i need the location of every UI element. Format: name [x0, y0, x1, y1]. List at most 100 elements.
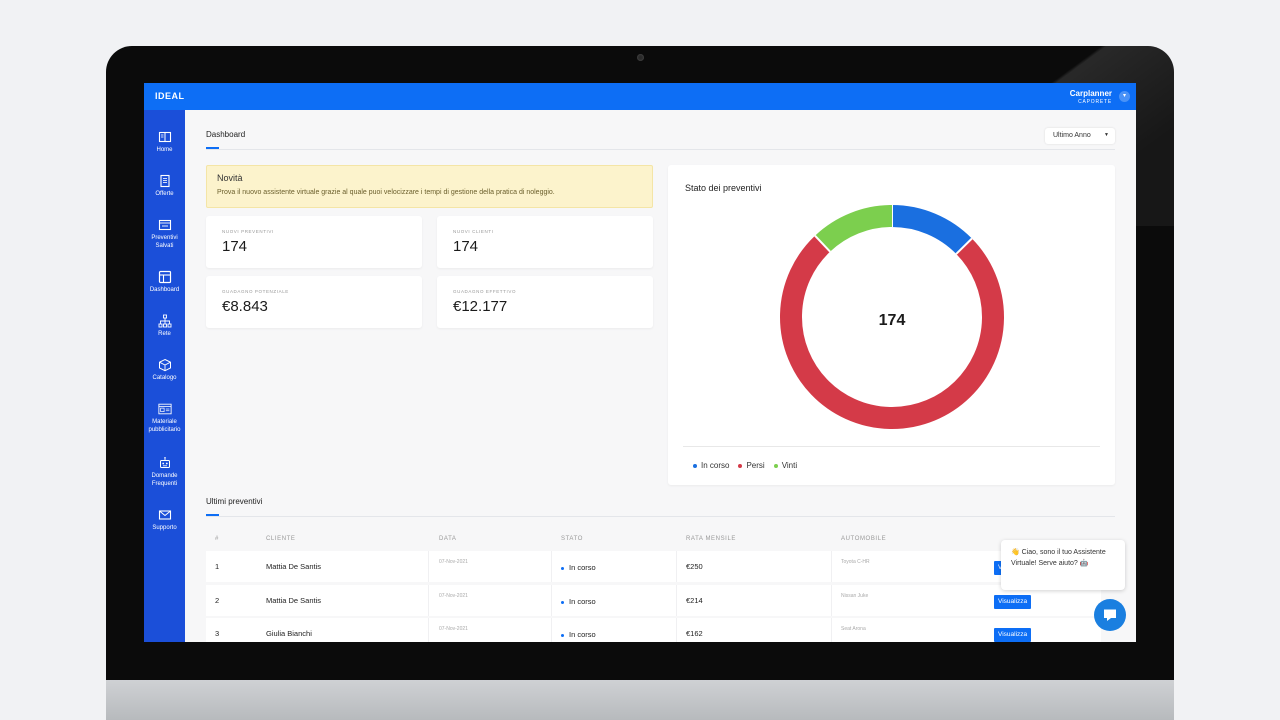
period-select-value: Ultimo Anno [1053, 132, 1091, 139]
sidebar-item-offerte[interactable]: Offerte [144, 174, 185, 199]
section-title: Ultimi preventivi [206, 497, 263, 506]
legend-dot [738, 463, 743, 468]
sidebar-item-domande-frequenti[interactable]: Domande Frequenti [144, 456, 185, 488]
layout-icon [158, 270, 172, 284]
chat-launcher-button[interactable] [1094, 599, 1126, 631]
row-status-label: In corso [569, 563, 596, 572]
chevron-down-icon[interactable]: ▾ [1119, 91, 1130, 102]
status-dot [561, 600, 564, 604]
stat-value: €12.177 [453, 298, 508, 315]
sidebar-item-label: Preventivi Salvati [151, 235, 178, 249]
stat-card-guadagno-potenziale: GUADAGNO POTENZIALE €8.843 [206, 276, 422, 328]
sidebar-item-label: Home [156, 147, 173, 153]
legend-item-persi[interactable]: Persi [738, 461, 765, 470]
view-quote-button[interactable]: Visualizza [994, 595, 1032, 609]
column-header[interactable]: RATA MENSILE [686, 536, 736, 542]
column-divider [831, 551, 832, 582]
sidebar-item-materiale-pubblicitario[interactable]: Materiale pubblicitario [144, 402, 185, 434]
stat-value: €8.843 [222, 298, 268, 315]
legend-item-in-corso[interactable]: In corso [693, 461, 729, 470]
row-monthly-rate: €162 [686, 629, 703, 638]
row-date: 07-Nov-2021 [439, 593, 468, 599]
status-dot [561, 566, 564, 570]
chart-legend: In corso Persi Vinti [668, 461, 1115, 470]
column-divider [676, 585, 677, 616]
column-header[interactable]: AUTOMOBILE [841, 536, 887, 542]
caret-down-icon: ▼ [1104, 132, 1109, 138]
legend-dot [773, 463, 778, 468]
sidebar-item-label: Materiale pubblicitario [148, 419, 181, 433]
stat-card-nuovi-clienti: NUOVI CLIENTI 174 [437, 216, 653, 268]
table-row[interactable]: 2 Mattia De Santis 07-Nov-2021 In corso … [206, 585, 1101, 616]
row-date: 07-Nov-2021 [439, 559, 468, 565]
user-name: Carplanner [1069, 89, 1112, 98]
column-divider [551, 618, 552, 642]
box-icon [158, 358, 172, 372]
row-status: In corso [561, 563, 596, 572]
row-client: Giulia Bianchi [266, 629, 312, 638]
donut-center-label: 174 [879, 312, 906, 329]
row-status-label: In corso [569, 630, 596, 639]
chart-title: Stato dei preventivi [685, 183, 762, 193]
tab-dashboard[interactable]: Dashboard [206, 130, 246, 139]
column-divider [551, 551, 552, 582]
column-divider [428, 585, 429, 616]
user-menu[interactable]: Carplanner CAPORETE [1070, 89, 1112, 105]
stat-label: GUADAGNO EFFETTIVO [453, 289, 517, 294]
stat-label: NUOVI CLIENTI [453, 229, 494, 234]
donut-slice-separator [955, 237, 973, 255]
mail-icon [158, 508, 172, 522]
donut-slice-separator [814, 235, 831, 253]
laptop-base [106, 680, 1174, 720]
legend-label: In corso [701, 461, 730, 470]
app-logo[interactable]: IDEAL [155, 91, 185, 101]
stat-label: NUOVI PREVENTIVI [222, 229, 274, 234]
screen: IDEAL Carplanner CAPORETE ▾ Home Offerte… [144, 83, 1136, 642]
sidebar-item-dashboard[interactable]: Dashboard [144, 270, 185, 295]
status-dot [561, 633, 564, 637]
sidebar-item-label: Rete [158, 331, 171, 337]
document-icon [158, 174, 172, 188]
donut-slice-persi[interactable] [780, 235, 1004, 429]
table-row[interactable]: 1 Mattia De Santis 07-Nov-2021 In corso … [206, 551, 1101, 582]
chat-welcome-bubble[interactable]: 👋 Ciao, sono il tuo Assistente Virtuale!… [1001, 540, 1125, 590]
column-divider [676, 618, 677, 642]
row-monthly-rate: €214 [686, 596, 703, 605]
legend-label: Vinti [781, 461, 798, 470]
donut-slice-vinti[interactable] [814, 205, 893, 252]
sidebar-item-rete[interactable]: Rete [144, 314, 185, 339]
column-header[interactable]: STATO [561, 536, 584, 542]
column-header: # [215, 536, 219, 542]
row-number: 2 [215, 596, 220, 605]
row-client: Mattia De Santis [266, 562, 322, 571]
row-car: Seat Arona [841, 626, 866, 632]
donut-slice-in-corso[interactable] [891, 205, 972, 255]
row-client: Mattia De Santis [266, 596, 322, 605]
sidebar-item-home[interactable]: Home [144, 130, 185, 155]
row-status: In corso [561, 597, 596, 606]
stat-label: GUADAGNO POTENZIALE [222, 289, 289, 294]
row-car: Toyota C-HR [841, 559, 870, 565]
sidebar-item-preventivi-salvati[interactable]: Preventivi Salvati [144, 218, 185, 250]
sidebar-item-supporto[interactable]: Supporto [144, 508, 185, 533]
inbox-icon [158, 218, 172, 232]
period-select[interactable]: Ultimo Anno ▼ [1045, 128, 1115, 144]
section-active-indicator [206, 514, 219, 516]
chart-card: Stato dei preventivi 174 In corso Persi Vi… [668, 165, 1115, 485]
view-quote-button[interactable]: Visualizza [994, 628, 1032, 642]
column-divider [428, 551, 429, 582]
stat-value: 174 [222, 238, 248, 255]
user-company: CAPORETE [1078, 99, 1112, 105]
column-header[interactable]: CLIENTE [266, 536, 296, 542]
stat-card-guadagno-effettivo: GUADAGNO EFFETTIVO €12.177 [437, 276, 653, 328]
sidebar-item-label: Catalogo [152, 375, 177, 381]
column-header[interactable]: DATA [439, 536, 457, 542]
table-row[interactable]: 3 Giulia Bianchi 07-Nov-2021 In corso €1… [206, 618, 1101, 642]
sidebar-item-label: Supporto [152, 525, 177, 531]
sidebar-item-catalogo[interactable]: Catalogo [144, 358, 185, 383]
column-divider [831, 585, 832, 616]
legend-label: Persi [746, 461, 765, 470]
sidebar-item-label: Offerte [155, 191, 174, 197]
row-monthly-rate: €250 [686, 562, 703, 571]
legend-item-vinti[interactable]: Vinti [773, 461, 798, 470]
